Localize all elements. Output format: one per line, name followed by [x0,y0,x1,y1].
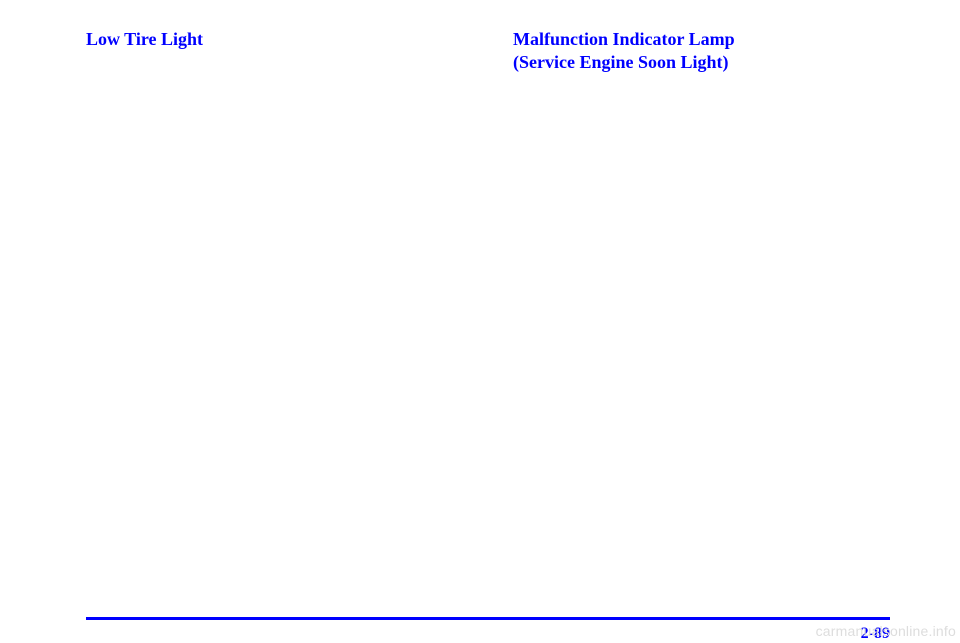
footer-rule [86,617,890,620]
watermark: carmanualsonline.info [816,623,956,639]
left-column: Low Tire Light [86,28,463,73]
right-heading-line2: (Service Engine Soon Light) [513,51,890,74]
right-heading-line1: Malfunction Indicator Lamp [513,28,890,51]
right-column: Malfunction Indicator Lamp (Service Engi… [513,28,890,73]
page-content: Low Tire Light Malfunction Indicator Lam… [0,0,960,73]
footer: 2-89 [86,617,890,620]
left-heading: Low Tire Light [86,28,463,51]
